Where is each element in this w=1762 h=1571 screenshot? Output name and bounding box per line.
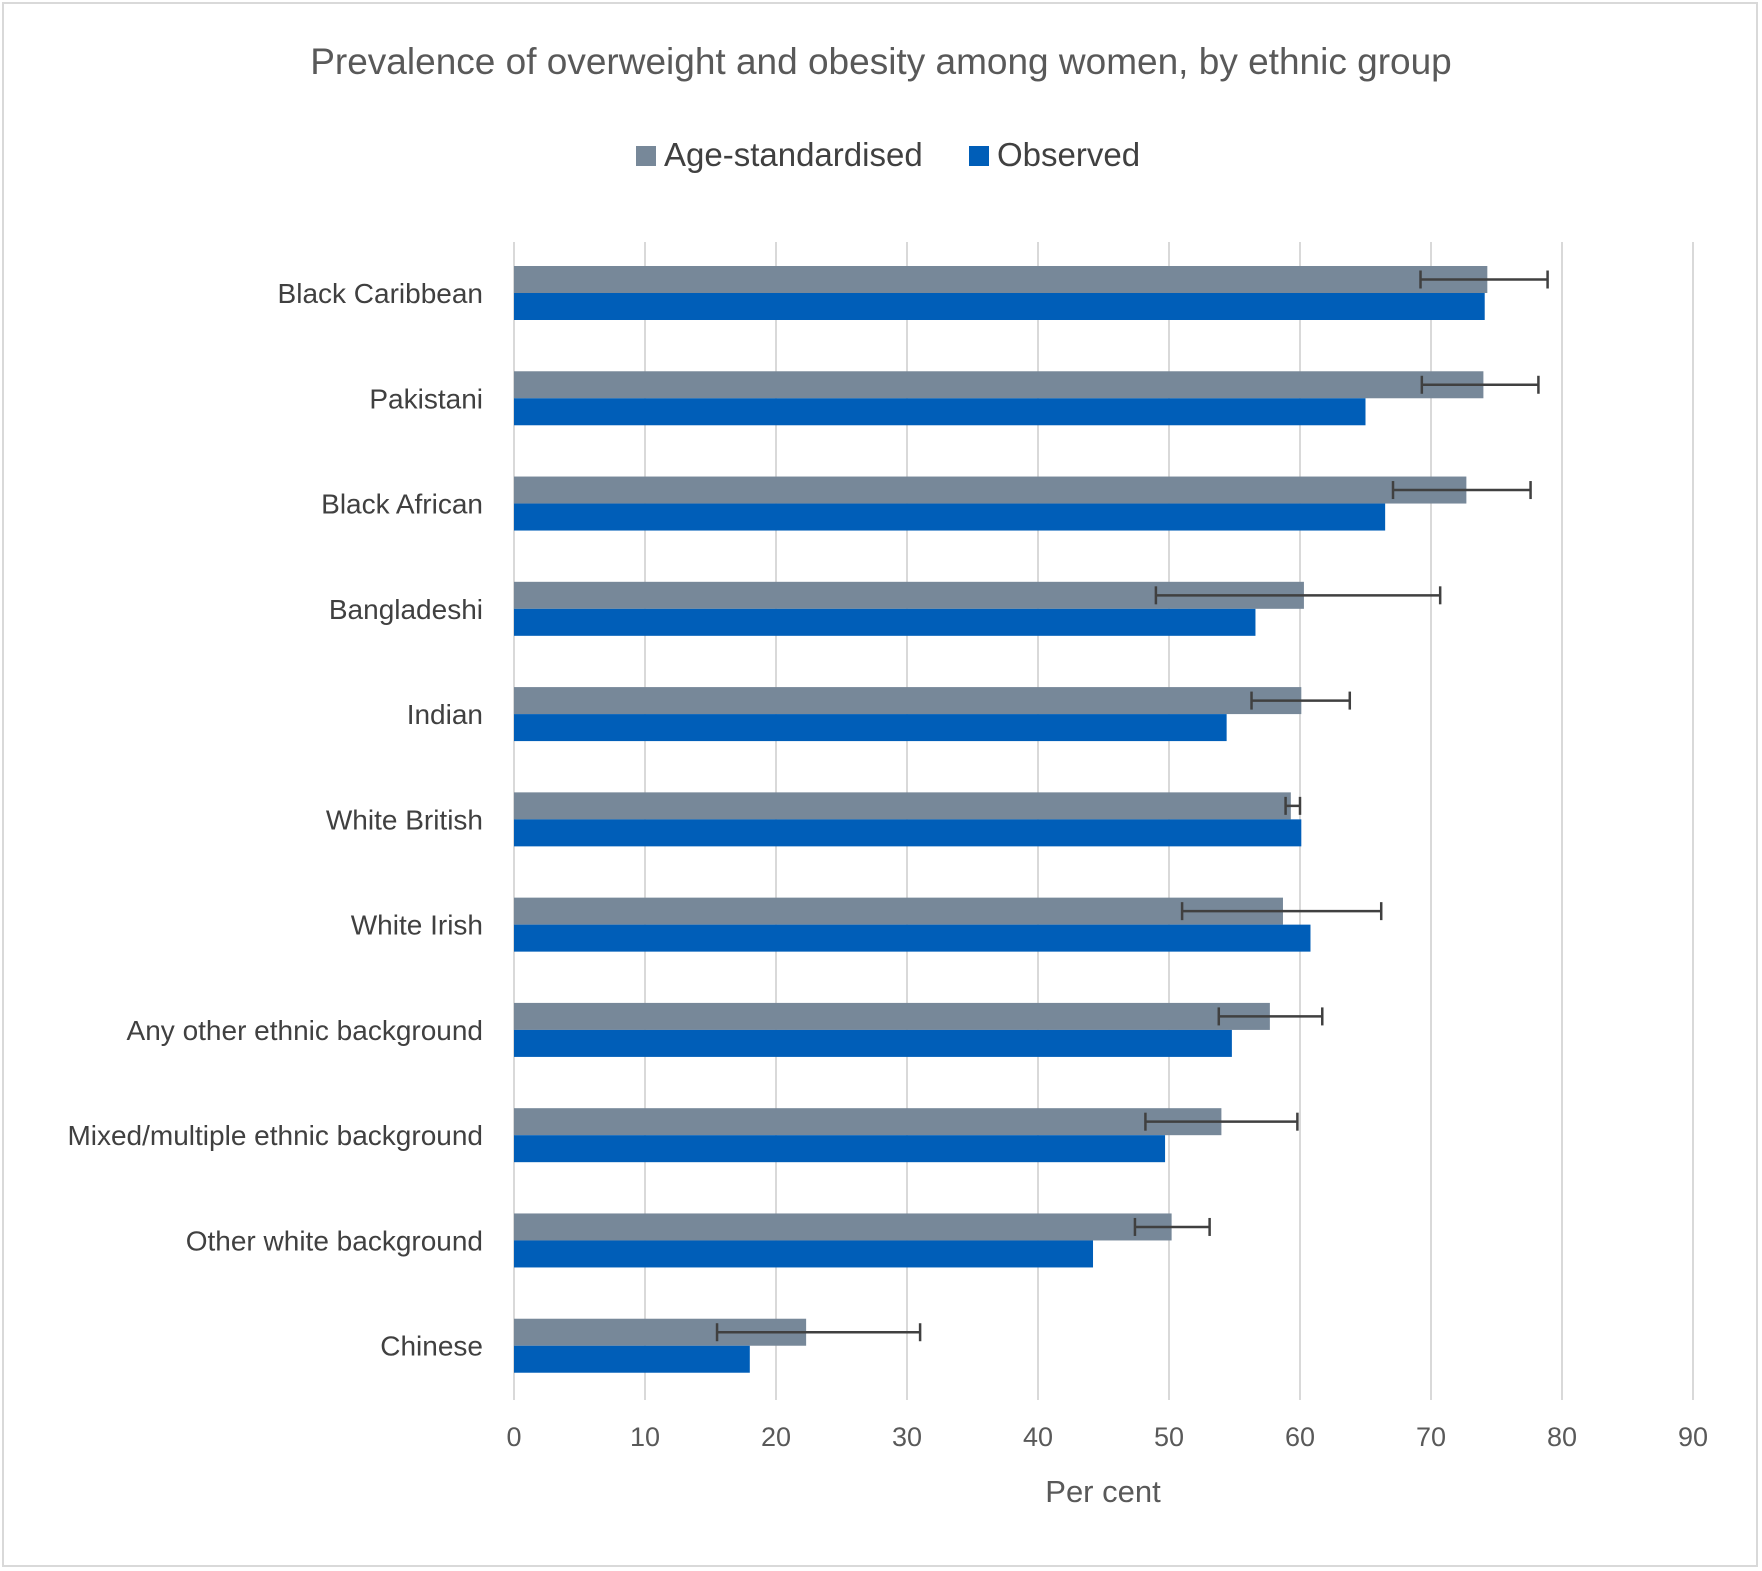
bar-observed-other-white-background: [514, 1240, 1094, 1268]
error-bar-black-caribbean: [1419, 270, 1549, 289]
bar-observed-mixed-multiple-ethnic-background: [514, 1135, 1166, 1163]
x-tick-label-30: 30: [892, 1422, 922, 1452]
bar-age-standardised-any-other-ethnic-background: [514, 1002, 1270, 1030]
category-label-bangladeshi: Bangladeshi: [329, 594, 483, 625]
category-label-other-white-background: Other white background: [186, 1225, 483, 1256]
x-tick-label-10: 10: [630, 1422, 660, 1452]
category-label-white-british: White British: [326, 804, 483, 835]
error-bar-bangladeshi: [1154, 586, 1442, 605]
error-bar-white-british: [1284, 796, 1302, 815]
x-tick-label-80: 80: [1547, 1422, 1577, 1452]
bar-observed-white-irish: [514, 924, 1311, 952]
bar-age-standardised-black-african: [514, 476, 1467, 504]
category-label-indian: Indian: [407, 699, 483, 730]
category-label-black-caribbean: Black Caribbean: [278, 278, 483, 309]
bar-age-standardised-white-british: [514, 792, 1291, 820]
bar-age-standardised-black-caribbean: [514, 266, 1488, 293]
bar-observed-white-british: [514, 819, 1302, 847]
x-tick-label-50: 50: [1154, 1422, 1184, 1452]
legend-label-age-standardised: Age-standardised: [664, 136, 923, 173]
legend-swatch-age-standardised: [636, 146, 656, 166]
x-tick-label-0: 0: [506, 1422, 521, 1452]
x-tick-label-60: 60: [1285, 1422, 1315, 1452]
gridlines: [513, 242, 1694, 1400]
category-label-chinese: Chinese: [380, 1331, 483, 1362]
bar-age-standardised-indian: [514, 687, 1302, 715]
error-bar-indian: [1250, 691, 1352, 710]
category-label-mixed-multiple-ethnic-background: Mixed/multiple ethnic background: [67, 1120, 483, 1151]
category-label-pakistani: Pakistani: [369, 383, 483, 414]
bar-age-standardised-other-white-background: [514, 1213, 1172, 1241]
bar-observed-indian: [514, 714, 1227, 742]
bar-observed-bangladeshi: [514, 608, 1256, 636]
bar-age-standardised-mixed-multiple-ethnic-background: [514, 1108, 1222, 1136]
legend-label-observed: Observed: [997, 136, 1140, 173]
bars: [514, 266, 1488, 1373]
category-label-white-irish: White Irish: [351, 910, 483, 941]
bar-observed-chinese: [514, 1345, 750, 1373]
chart-title: Prevalence of overweight and obesity amo…: [310, 41, 1452, 82]
error-bar-other-white-background: [1133, 1217, 1211, 1236]
x-tick-label-90: 90: [1678, 1422, 1708, 1452]
error-bar-chinese: [715, 1323, 922, 1342]
x-tick-labels: 0 10 20 30 40 50 60 70 80 90: [506, 1422, 1708, 1452]
legend-swatch-observed: [969, 146, 989, 166]
legend: Age-standardised Observed: [636, 136, 1140, 173]
error-bar-pakistani: [1420, 375, 1540, 394]
x-tick-label-40: 40: [1023, 1422, 1053, 1452]
error-bar-black-african: [1391, 481, 1532, 500]
bar-observed-black-african: [514, 503, 1386, 531]
bar-observed-any-other-ethnic-background: [514, 1029, 1232, 1057]
bar-age-standardised-white-irish: [514, 897, 1283, 925]
x-tick-label-20: 20: [761, 1422, 791, 1452]
category-label-black-african: Black African: [321, 489, 483, 520]
error-bar-white-irish: [1180, 902, 1383, 921]
bar-observed-black-caribbean: [514, 293, 1485, 320]
bar-observed-pakistani: [514, 398, 1366, 426]
error-bars: [715, 270, 1549, 1342]
error-bar-mixed-multiple-ethnic-background: [1144, 1112, 1299, 1131]
error-bar-any-other-ethnic-background: [1217, 1007, 1324, 1026]
category-labels: Black Caribbean Pakistani Black African Ban…: [67, 278, 483, 1362]
x-tick-label-70: 70: [1416, 1422, 1446, 1452]
x-axis-title: Per cent: [1045, 1474, 1161, 1509]
bar-age-standardised-pakistani: [514, 371, 1484, 399]
category-label-any-other-ethnic-background: Any other ethnic background: [127, 1015, 483, 1046]
